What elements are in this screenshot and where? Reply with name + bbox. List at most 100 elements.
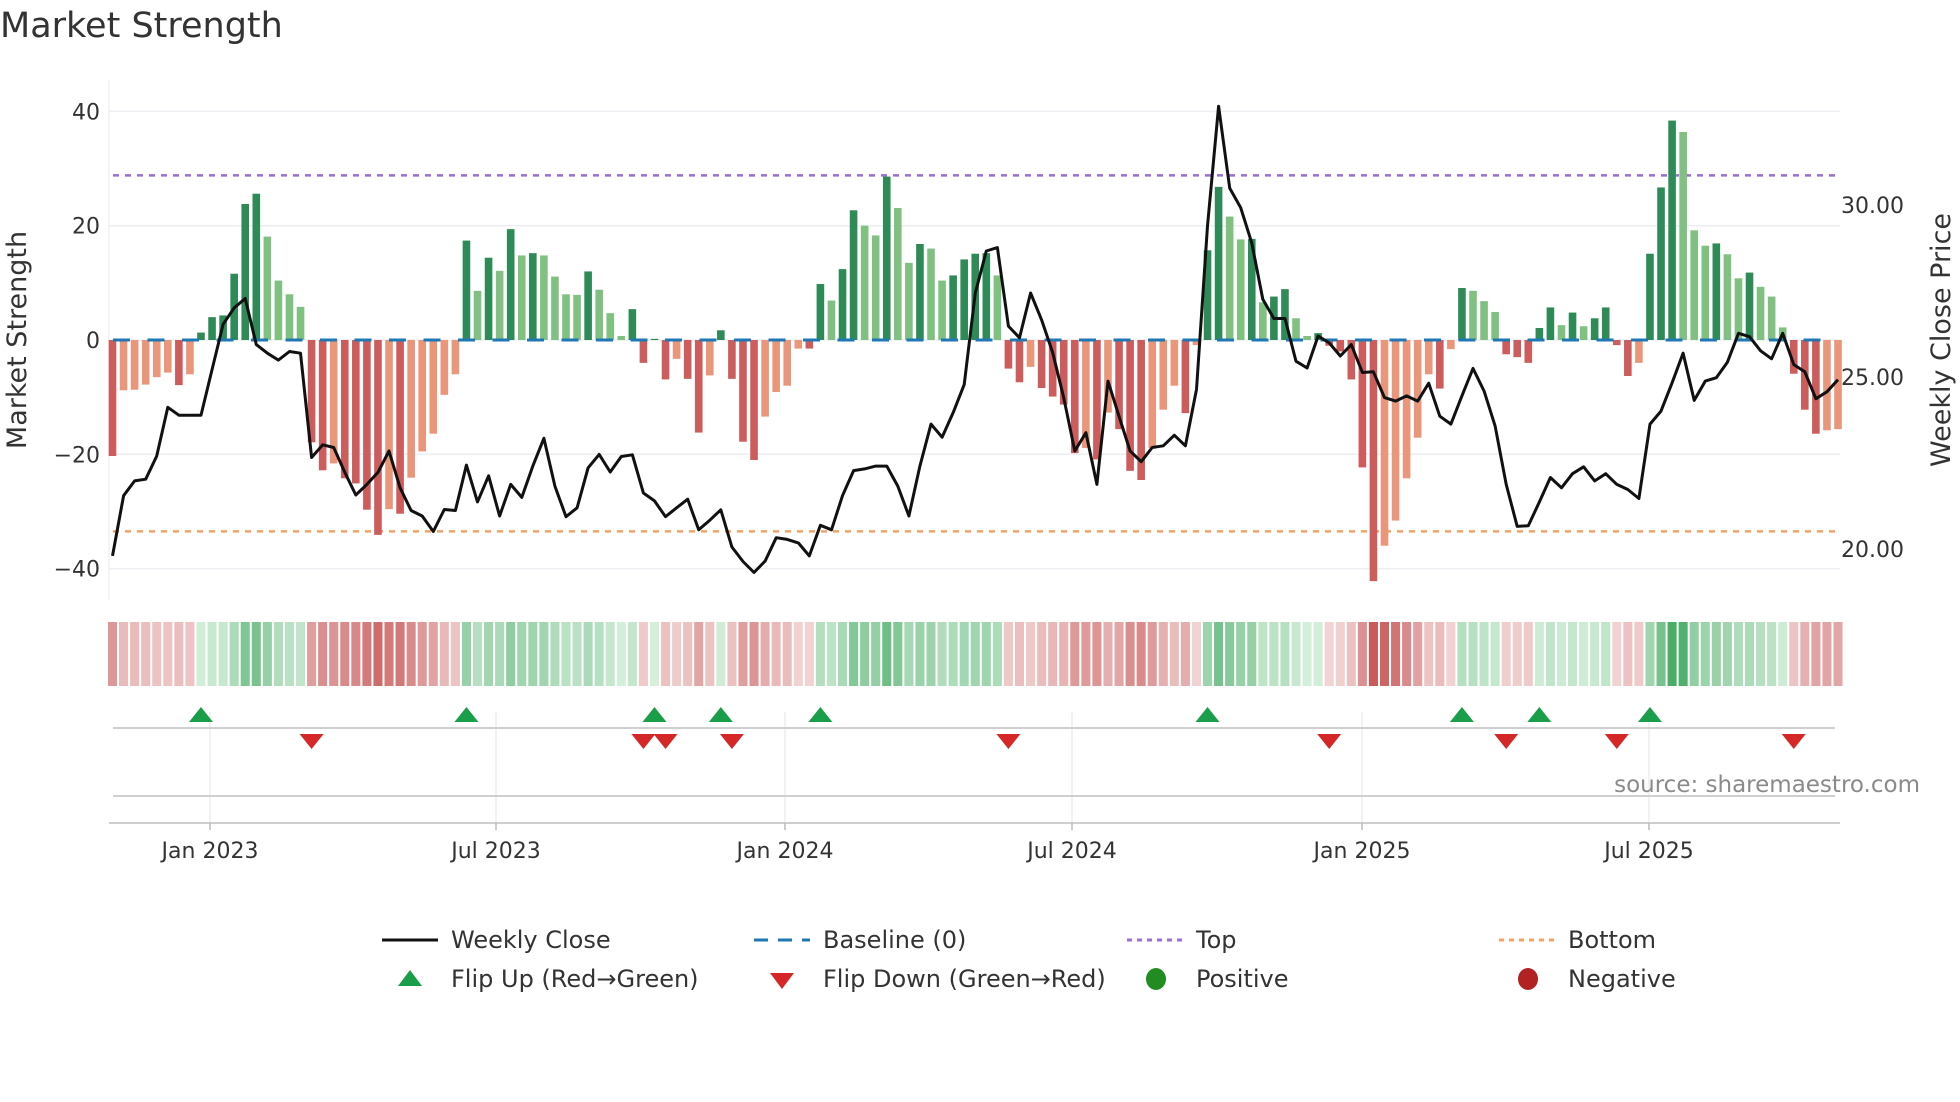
strip-cell — [594, 622, 604, 686]
negative-bar — [1347, 340, 1356, 380]
positive-bar — [949, 275, 957, 340]
positive-bar — [573, 294, 581, 340]
weekly-close-line — [111, 104, 1840, 574]
negative-bar — [728, 340, 736, 379]
strip-cell — [1601, 622, 1611, 686]
flip-up-marker — [708, 707, 733, 722]
negative-bar — [1635, 340, 1643, 363]
negative-bar — [318, 340, 327, 471]
flip-down-marker — [1781, 734, 1806, 749]
dashed-line-icon — [754, 938, 810, 942]
strip-cell — [185, 622, 195, 686]
strip-cell — [826, 622, 836, 686]
strip-cell — [627, 622, 637, 686]
positive-bar — [1657, 187, 1665, 340]
strip-cell — [1678, 622, 1688, 686]
strip-cell — [1468, 622, 1478, 686]
strip-cell — [661, 622, 671, 686]
strip-cell — [1247, 622, 1257, 686]
x-tick-label: Jan 2025 — [1312, 839, 1411, 864]
strip-cell — [1379, 622, 1390, 686]
positive-bar — [916, 244, 924, 340]
strip-cell — [1048, 622, 1058, 686]
flip-up-marker — [1195, 707, 1220, 722]
strip-cell — [428, 622, 438, 686]
negative-bar — [451, 340, 460, 375]
circle-icon — [1146, 968, 1166, 990]
y-tick-label: 40 — [72, 100, 100, 125]
x-tick-label: Jan 2023 — [160, 839, 259, 864]
positive-bar — [506, 229, 515, 340]
positive-bar — [208, 317, 216, 340]
flip-up-marker — [808, 707, 833, 722]
positive-bar — [551, 276, 559, 340]
strip-cell — [1335, 622, 1345, 686]
strip-cell — [926, 622, 936, 686]
negative-bar — [1447, 340, 1455, 350]
strip-cell — [539, 622, 549, 686]
strip-cell — [1391, 622, 1401, 686]
flip-markers — [109, 707, 1840, 824]
negative-bar — [396, 340, 404, 514]
negative-bar — [1181, 340, 1190, 414]
negative-bar — [130, 340, 139, 390]
strip-cell — [1236, 622, 1246, 686]
strip-cell — [1645, 622, 1655, 686]
source-note: source: sharemaestro.com — [1614, 772, 1920, 798]
strip-cell — [815, 622, 825, 686]
strip-cell — [1302, 622, 1312, 686]
strip-cell — [904, 622, 914, 686]
strip-cell — [1147, 622, 1157, 686]
strip-cell — [616, 622, 626, 686]
strip-cell — [605, 622, 615, 686]
negative-bar — [1391, 340, 1400, 521]
positive-bar — [1469, 290, 1477, 340]
strip-cell — [1722, 622, 1732, 686]
positive-bar — [1590, 318, 1599, 340]
negative-bar — [340, 340, 349, 479]
positive-bar — [1767, 296, 1776, 340]
strip-cell — [296, 622, 306, 686]
strip-cell — [1313, 622, 1323, 686]
negative-bar — [794, 340, 803, 349]
strip-cell — [130, 622, 140, 686]
strip-cell — [771, 622, 781, 686]
positive-bar — [982, 253, 991, 340]
y-right-tick-label: 25.00 — [1841, 366, 1904, 391]
negative-bar — [1436, 340, 1444, 389]
strip-cell — [262, 622, 272, 686]
negative-bar — [1336, 340, 1345, 352]
strip-cell — [1357, 622, 1367, 686]
strip-cell — [1346, 622, 1356, 686]
positive-bar — [938, 280, 946, 340]
strength-heat-strip — [107, 622, 1843, 686]
strip-cell — [1092, 622, 1102, 686]
positive-bar — [1601, 307, 1610, 340]
strip-cell — [152, 622, 162, 686]
strip-cell — [1501, 622, 1511, 686]
strip-cell — [1534, 622, 1544, 686]
strength-bars — [108, 120, 1842, 582]
y-axis-label-right: Weekly Close Price — [1926, 213, 1957, 467]
strip-cell — [1634, 622, 1644, 686]
strip-cell — [1778, 622, 1788, 686]
positive-bar — [617, 336, 626, 340]
strip-cell — [1556, 622, 1567, 686]
positive-bar — [1690, 230, 1699, 340]
positive-bar — [1646, 253, 1654, 340]
positive-bar — [993, 275, 1002, 340]
negative-bar — [1159, 340, 1168, 410]
negative-bar — [429, 340, 438, 434]
strip-cell — [119, 622, 129, 686]
negative-bar — [1137, 340, 1145, 480]
positive-bar — [1734, 278, 1743, 340]
negative-bar — [1015, 340, 1024, 383]
flip-up-marker — [1527, 707, 1552, 722]
strip-cell — [1402, 622, 1412, 686]
strip-cell — [1214, 622, 1224, 686]
positive-bar — [1480, 301, 1488, 340]
strip-cell — [1457, 622, 1467, 686]
negative-bar — [1612, 340, 1621, 346]
chart-title: Market Strength — [0, 6, 283, 46]
positive-bar — [529, 253, 537, 340]
